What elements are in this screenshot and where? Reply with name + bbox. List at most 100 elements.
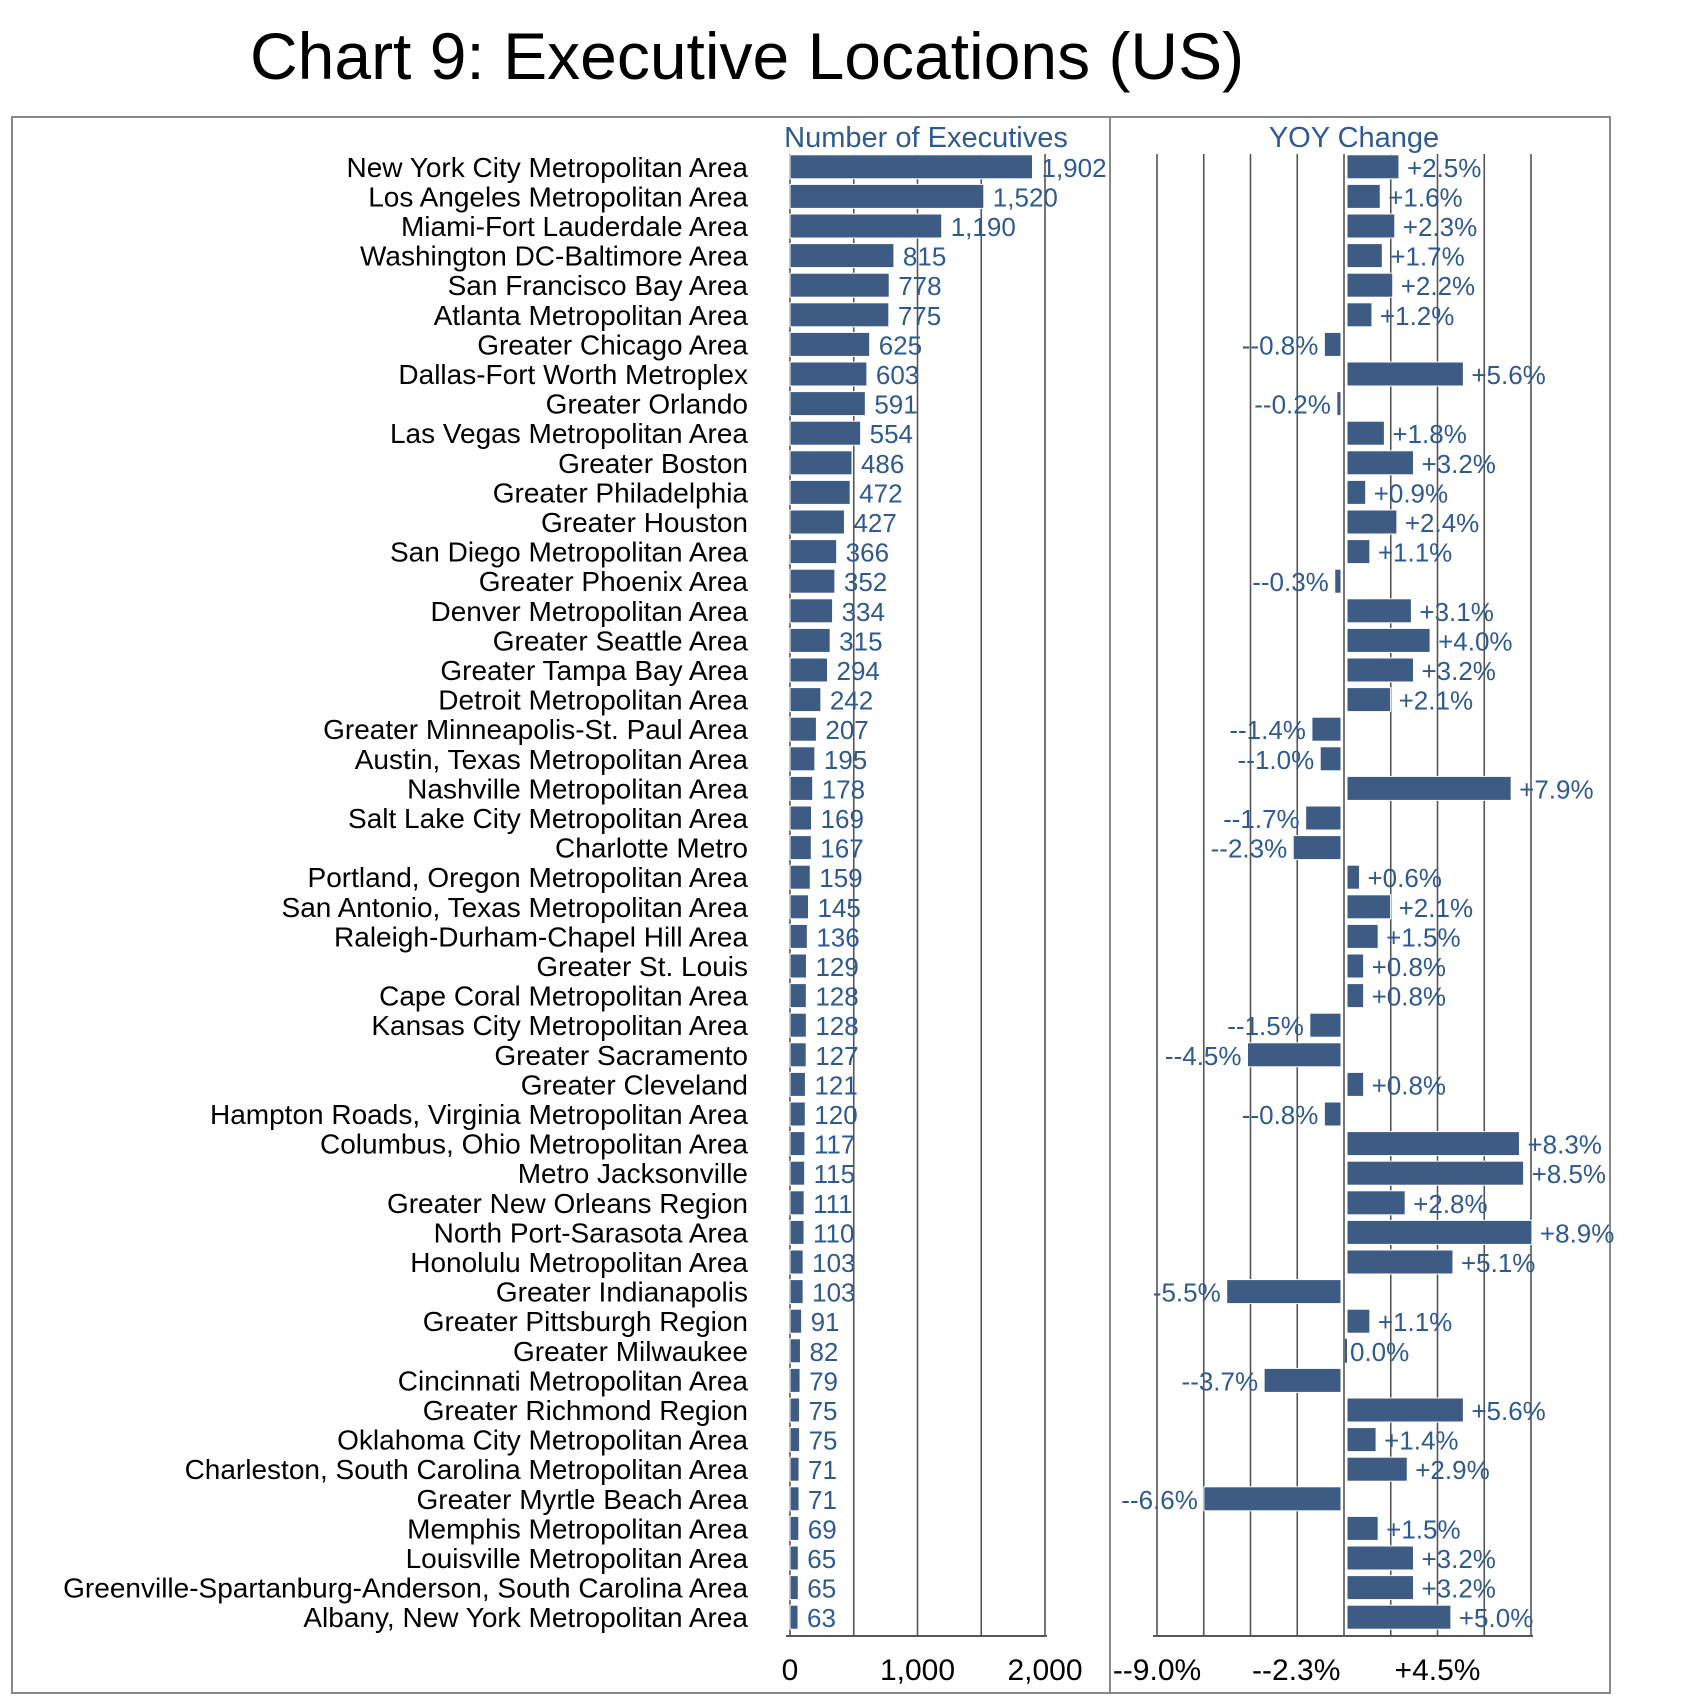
data-label-yoy: --0.2% [1254,390,1331,420]
data-label-executives: 472 [859,478,902,508]
data-label-executives: 486 [861,449,904,479]
data-label-yoy: +5.1% [1461,1248,1535,1278]
data-label-executives: 775 [898,301,941,331]
data-label-yoy: +8.9% [1540,1218,1614,1248]
data-label-yoy: +0.8% [1372,1070,1446,1100]
data-label-executives: 778 [898,271,941,301]
data-label-executives: 103 [812,1278,855,1308]
bar-yoy [1346,154,1400,180]
data-label-executives: 75 [809,1396,838,1426]
bar-yoy [1292,835,1342,861]
data-label-executives: 128 [815,982,858,1012]
bar-yoy [1346,1308,1371,1334]
bar-executives [789,213,943,239]
data-label-yoy: --6.6% [1121,1485,1198,1515]
data-label-yoy: +1.2% [1380,301,1454,331]
data-label-yoy: --0.8% [1242,330,1319,360]
category-label: Kansas City Metropolitan Area [371,1010,748,1041]
x-tick-label: --9.0% [1113,1654,1201,1687]
data-label-yoy: --0.3% [1252,567,1329,597]
category-label: Metro Jacksonville [518,1158,748,1189]
bar-executives [789,1604,799,1630]
bar-executives [789,1012,807,1038]
data-label-yoy: +8.5% [1532,1159,1606,1189]
data-label-yoy: +0.8% [1372,982,1446,1012]
bar-executives [789,598,834,624]
bar-yoy [1334,568,1342,594]
bar-executives [789,479,851,505]
data-label-yoy: +8.3% [1527,1130,1601,1160]
data-label-executives: 591 [874,390,917,420]
bar-yoy [1346,509,1398,535]
bar-executives [789,657,828,683]
data-label-executives: 117 [814,1130,855,1160]
category-label: Cape Coral Metropolitan Area [379,981,748,1012]
category-label: Las Vegas Metropolitan Area [390,418,748,449]
bar-yoy [1346,420,1385,446]
panel-title-executives: Number of Executives [784,122,1068,154]
bar-yoy [1263,1367,1342,1393]
chart-border [11,116,1611,1694]
data-label-executives: 366 [846,538,889,568]
data-label-executives: 207 [825,715,868,745]
category-label: Salt Lake City Metropolitan Area [348,803,748,834]
data-label-yoy: +1.1% [1378,1307,1452,1337]
category-label: Columbus, Ohio Metropolitan Area [320,1129,748,1160]
data-label-executives: 1,190 [951,212,1016,242]
data-label-yoy: --1.4% [1229,715,1306,745]
category-label: Denver Metropolitan Area [430,596,748,627]
data-label-executives: 65 [807,1544,836,1574]
bar-yoy [1346,361,1464,387]
category-label: Greater Chicago Area [477,329,748,360]
bar-executives [789,1308,803,1334]
bars [789,154,1533,1630]
data-label-yoy: +3.2% [1421,1544,1495,1574]
data-label-yoy: +2.9% [1415,1455,1489,1485]
data-label-yoy: +4.0% [1438,626,1512,656]
bar-executives [789,1338,801,1364]
category-label: Charleston, South Carolina Metropolitan … [185,1454,749,1485]
bar-yoy [1319,746,1342,772]
data-label-yoy: +2.8% [1413,1189,1487,1219]
data-label-executives: 603 [876,360,919,390]
bar-executives [789,420,862,446]
bar-yoy [1226,1279,1342,1305]
data-label-executives: 82 [809,1337,838,1367]
bar-yoy [1309,1012,1342,1038]
bar-yoy [1346,1575,1414,1601]
data-label-yoy: +1.5% [1386,922,1460,952]
x-tick-label: --2.3% [1252,1654,1340,1687]
bar-yoy [1336,391,1342,417]
bar-yoy [1346,1427,1377,1453]
data-label-yoy: +2.4% [1405,508,1479,538]
bar-executives [789,953,807,979]
category-label: Honolulu Metropolitan Area [410,1247,748,1278]
data-label-executives: 111 [813,1189,853,1219]
data-label-executives: 169 [821,804,864,834]
data-label-executives: 815 [903,242,946,272]
category-label: Greater Cleveland [521,1069,748,1100]
data-label-executives: 69 [808,1514,837,1544]
bar-executives [789,272,890,298]
bar-yoy [1346,775,1512,801]
data-label-executives: 334 [842,597,885,627]
bar-executives [789,1456,800,1482]
bar-yoy [1346,1515,1379,1541]
bar-yoy [1346,627,1431,653]
bar-executives [789,1279,804,1305]
bar-executives [789,1515,800,1541]
x-tick-label: 2,000 [1007,1654,1082,1687]
bar-yoy [1346,687,1392,713]
bar-executives [789,1249,804,1275]
bar-yoy [1346,983,1365,1009]
category-label: Greater Tampa Bay Area [440,655,748,686]
bar-executives [789,450,853,476]
bar-executives [789,716,817,742]
category-label: Greater Richmond Region [423,1395,748,1426]
data-label-yoy: 0.0% [1350,1337,1409,1367]
bar-executives [789,1427,801,1453]
data-label-executives: 352 [844,567,887,597]
bar-yoy [1323,331,1342,357]
data-label-executives: 79 [809,1366,838,1396]
bar-yoy [1346,1219,1533,1245]
